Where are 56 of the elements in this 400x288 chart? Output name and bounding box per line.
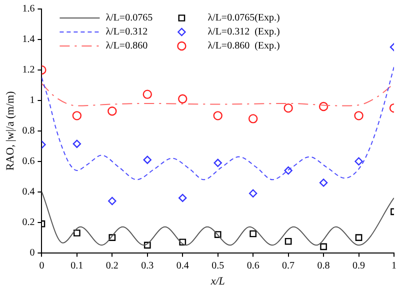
point	[178, 194, 187, 202]
point	[284, 166, 292, 175]
point	[354, 111, 364, 120]
y-tick-label: 1.6	[22, 4, 35, 15]
y-tick-label: 0.8	[22, 126, 35, 137]
y-tick-label: 0	[30, 247, 35, 258]
point	[248, 189, 258, 198]
x-tick-label: 0.7	[282, 260, 295, 272]
point	[319, 178, 328, 187]
legend-label: λ/L=0.312	[106, 26, 148, 38]
x-tick-label: 0.6	[246, 260, 260, 272]
point	[72, 140, 82, 148]
point	[213, 111, 222, 120]
x-tick-label: 0.2	[106, 260, 118, 272]
point	[142, 90, 152, 99]
point	[108, 234, 116, 241]
x-tick-label: 0	[39, 260, 44, 272]
line-series	[42, 66, 394, 180]
point	[178, 94, 188, 104]
y-tick-label: 1	[30, 95, 35, 106]
point	[318, 102, 328, 112]
x-tick-label: 0.9	[352, 260, 366, 272]
point	[72, 111, 82, 120]
point	[108, 106, 117, 116]
point	[250, 230, 257, 238]
legend-label: λ/L=0.0765	[106, 12, 153, 24]
x-tick-label: 0.4	[176, 260, 189, 272]
point	[179, 238, 186, 246]
y-axis-title: RAO, |w|/a (m/m)	[4, 90, 16, 171]
point	[354, 157, 363, 166]
x-axis-title: x/L	[210, 275, 225, 288]
point	[74, 230, 80, 236]
legend-label: λ/L=0.0765(Exp.)	[208, 12, 280, 24]
x-tick-label: 0.5	[212, 260, 224, 272]
legend-label: λ/L=0.860	[106, 40, 148, 52]
point	[144, 242, 151, 249]
y-tick-label: 1.4	[22, 34, 35, 46]
y-tick-label: 0.4	[22, 186, 35, 198]
x-tick-label: 0.1	[70, 260, 84, 272]
legend-label: λ/L=0.312 (Exp.)	[208, 26, 280, 38]
legend-label: λ/L=0.860 (Exp.)	[208, 40, 280, 52]
point	[284, 238, 292, 245]
y-tick-label: 1.2	[22, 64, 35, 76]
y-tick-label: 0.2	[22, 216, 35, 228]
point	[214, 231, 222, 238]
point	[143, 156, 152, 164]
point	[108, 196, 116, 206]
x-tick-label: 1	[392, 260, 396, 272]
x-tick-label: 0.3	[141, 260, 154, 272]
point	[355, 234, 362, 241]
point	[320, 243, 327, 250]
point	[284, 103, 293, 113]
x-tick-label: 0.8	[317, 260, 330, 272]
point	[248, 114, 258, 124]
point	[214, 158, 222, 167]
y-tick-label: 0.6	[22, 156, 35, 167]
